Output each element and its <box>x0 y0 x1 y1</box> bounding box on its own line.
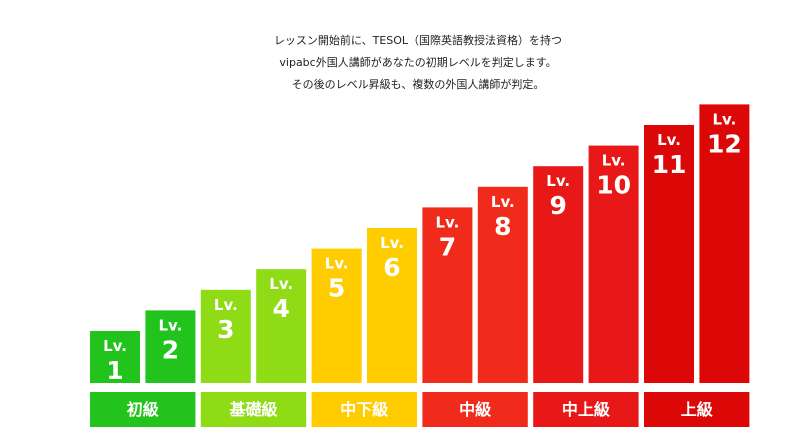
level-bar <box>311 248 362 383</box>
level-number: 9 <box>549 191 566 220</box>
group-label: 初級 <box>127 400 159 419</box>
level-bar <box>533 166 584 383</box>
description-line: その後のレベル昇級も、複数の外国人講師が判定。 <box>292 77 545 91</box>
level-number: 11 <box>652 150 687 179</box>
level-bar <box>145 310 196 383</box>
group-label: 中下級 <box>340 400 388 419</box>
level-prefix: Lv. <box>158 316 182 334</box>
level-prefix: Lv. <box>103 337 127 355</box>
level-bar <box>477 186 528 383</box>
group-label: 中上級 <box>562 400 610 419</box>
level-number: 12 <box>707 129 742 158</box>
level-bar <box>699 104 750 384</box>
level-bar <box>256 269 307 383</box>
level-number: 10 <box>596 171 631 200</box>
level-prefix: Lv. <box>325 255 349 273</box>
group-label: 基礎級 <box>228 400 277 419</box>
level-number: 1 <box>106 356 123 385</box>
level-prefix: Lv. <box>435 213 459 231</box>
level-prefix: Lv. <box>214 296 238 314</box>
group-band <box>200 392 307 427</box>
group-band <box>644 392 750 427</box>
level-prefix: Lv. <box>546 172 570 190</box>
level-number: 2 <box>162 335 179 364</box>
level-number: 5 <box>328 274 345 303</box>
level-prefix: Lv. <box>269 275 293 293</box>
group-band <box>533 392 639 427</box>
level-prefix: Lv. <box>380 234 404 252</box>
level-number: 3 <box>217 315 234 344</box>
group-label: 上級 <box>681 400 713 419</box>
level-prefix: Lv. <box>657 131 681 149</box>
level-bar <box>644 125 694 383</box>
group-band <box>311 392 417 427</box>
group-band <box>422 392 528 427</box>
level-bar <box>588 145 639 383</box>
level-prefix: Lv. <box>712 110 736 128</box>
level-prefix: Lv. <box>491 193 515 211</box>
level-number: 6 <box>383 253 400 282</box>
level-bar <box>90 331 140 383</box>
level-prefix: Lv. <box>602 152 626 170</box>
description-line: レッスン開始前に、TESOL（国際英語教授法資格）を持つ <box>274 33 562 47</box>
level-number: 8 <box>494 212 511 241</box>
level-bar <box>367 228 417 383</box>
level-bar <box>422 207 473 383</box>
description-line: vipabc外国人講師があなたの初期レベルを判定します。 <box>279 55 556 69</box>
level-number: 7 <box>439 232 456 261</box>
group-label: 中級 <box>459 400 491 419</box>
level-number: 4 <box>272 294 289 323</box>
level-bar <box>200 289 251 383</box>
group-band <box>90 392 196 427</box>
